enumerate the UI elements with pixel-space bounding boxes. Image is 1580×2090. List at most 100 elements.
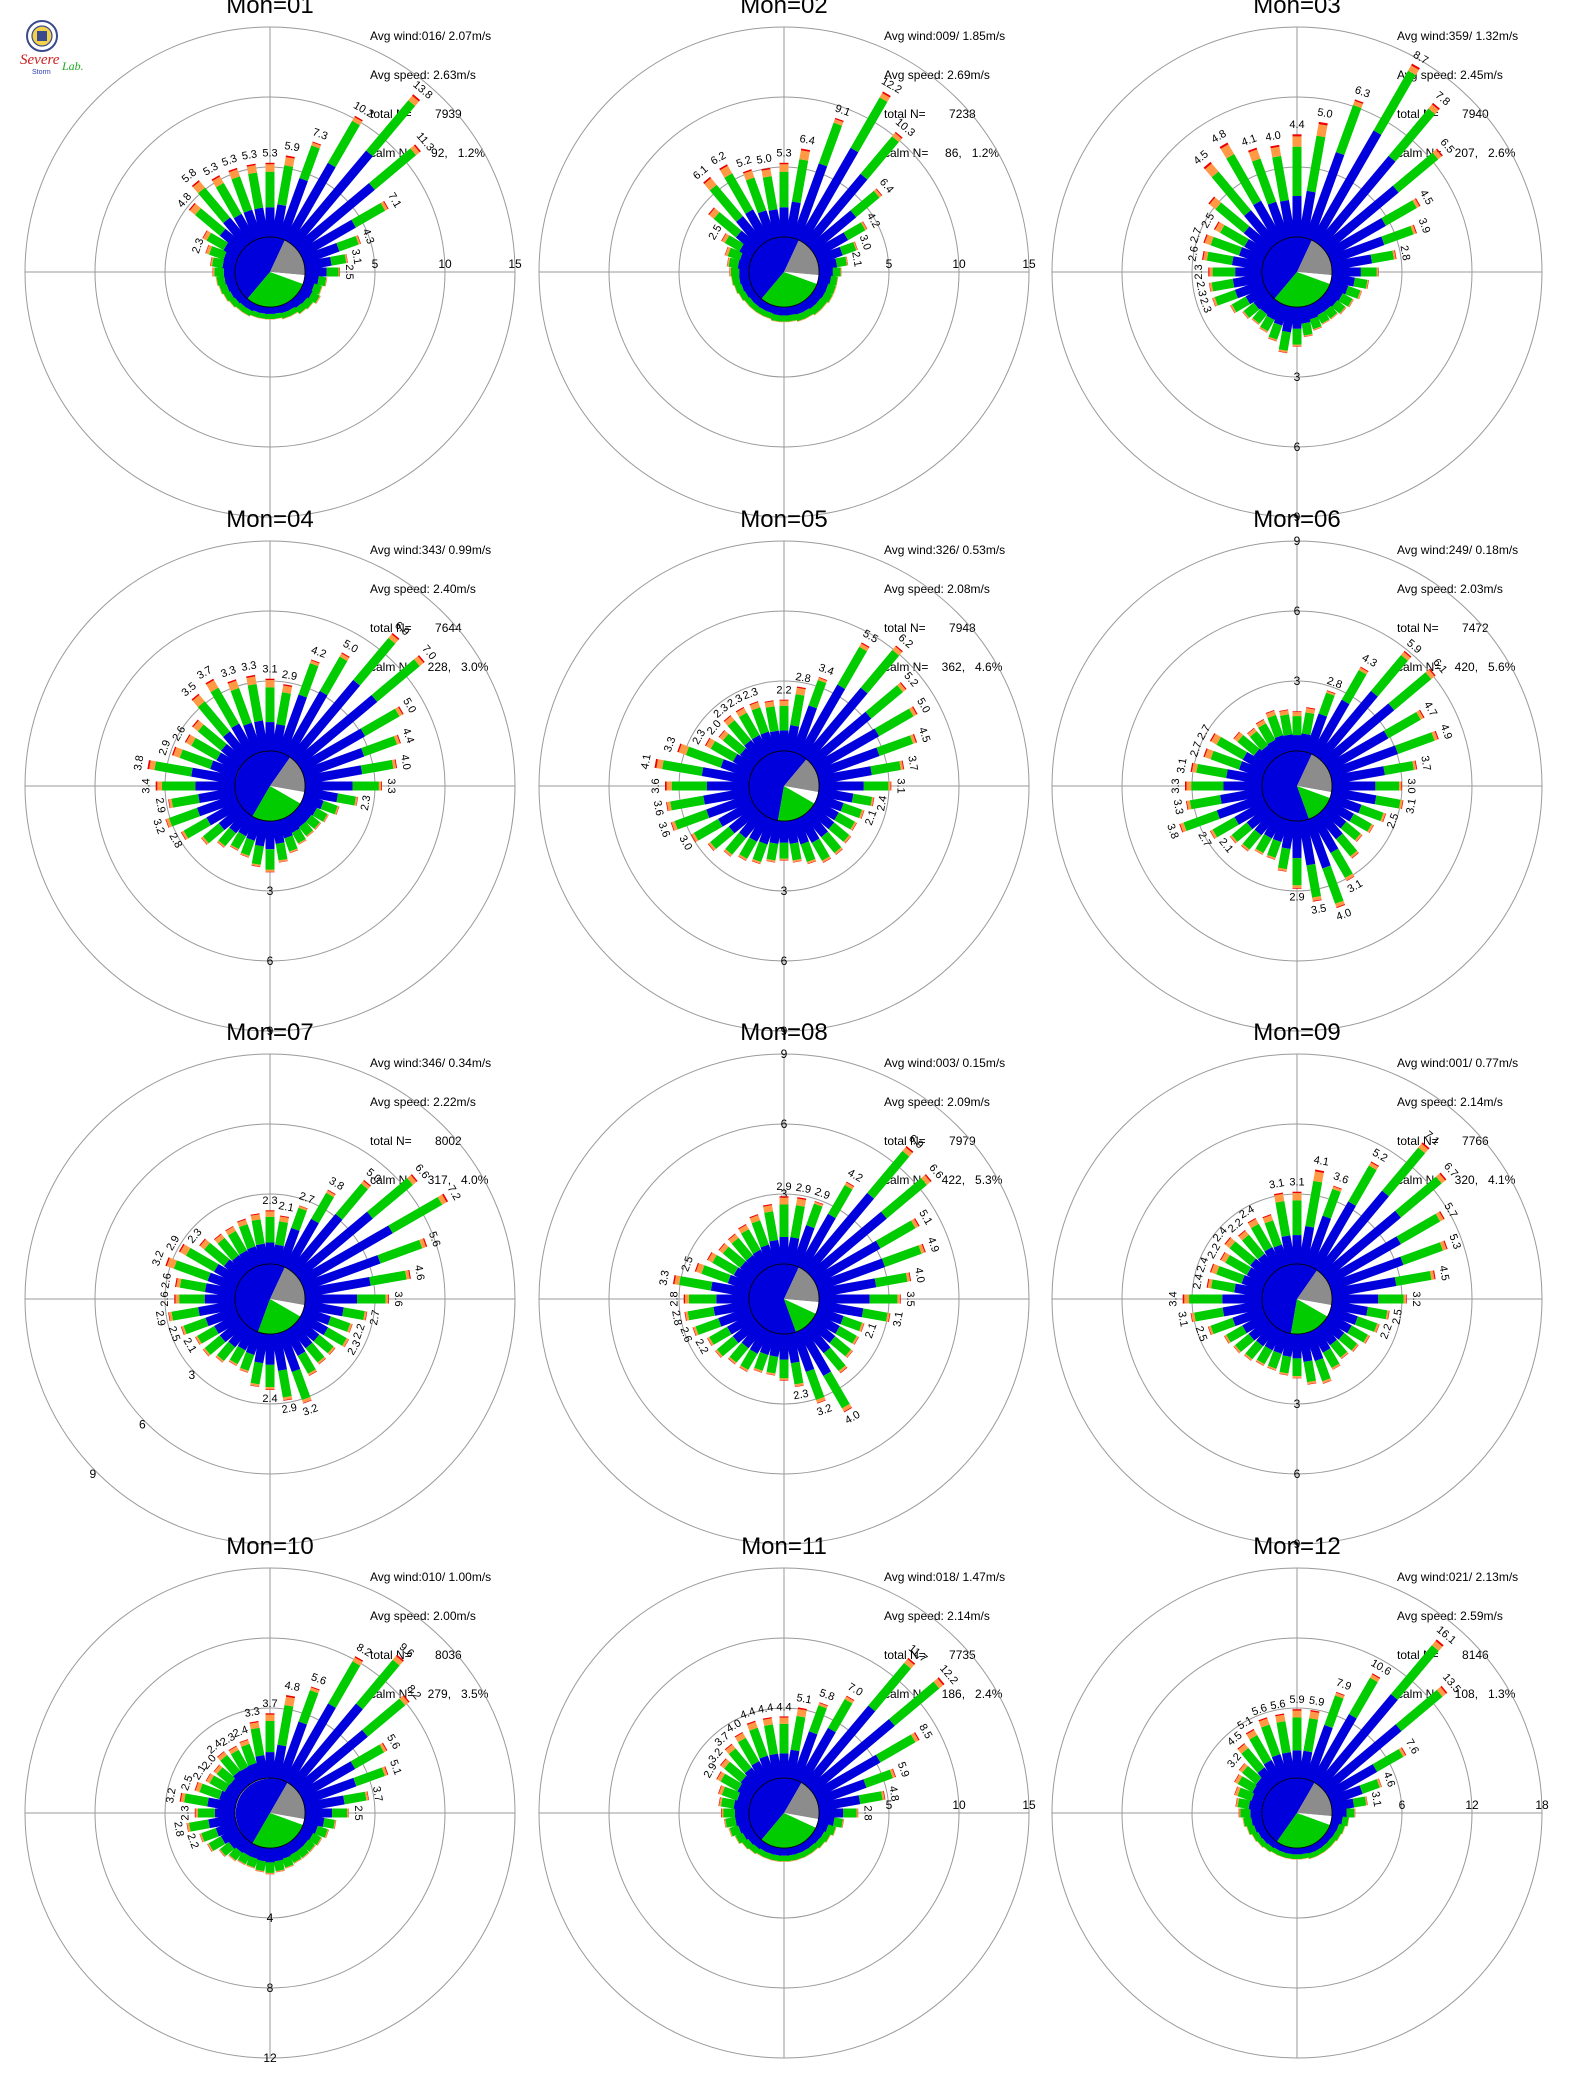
grid-ring [1051, 1053, 1543, 1545]
petal-segment [815, 747, 880, 779]
petal-segment [1234, 1774, 1243, 1784]
petal-segment [285, 1695, 296, 1699]
petal-segment [1395, 1176, 1442, 1218]
petal-segment [166, 1257, 177, 1269]
calm-sector-blue [749, 1264, 799, 1335]
petal-segment [1264, 814, 1284, 839]
calm-sector-green [1290, 1299, 1328, 1335]
petal-segment [205, 678, 215, 685]
petal-percent-label: 2.4 [1195, 1256, 1212, 1274]
petal-segment [1244, 1354, 1252, 1361]
petal-segment [1233, 1345, 1241, 1354]
petal-segment [1279, 710, 1289, 716]
petal-segment [379, 1743, 387, 1753]
wind-petal-60 [298, 1193, 449, 1286]
stats-block: Avg wind:009/ 1.85m/s Avg speed: 2.69m/s… [884, 4, 1005, 186]
petal-segment [304, 781, 353, 791]
petal-segment [703, 176, 712, 184]
petal-segment [1338, 1332, 1358, 1351]
calm-sector-blue [749, 751, 807, 821]
petal-segment [1278, 847, 1291, 870]
petal-segment [674, 1275, 681, 1286]
wind-petal-70 [815, 1768, 897, 1806]
petal-segment [209, 257, 212, 267]
petal-segment [807, 860, 817, 865]
petal-segment [293, 694, 378, 767]
wind-petal-300 [704, 737, 756, 773]
grid-ring [24, 1053, 516, 1545]
petal-segment [297, 1351, 316, 1374]
petal-segment [749, 701, 759, 706]
petal-segment [791, 817, 809, 845]
petal-percent-label: 2.5 [1193, 1325, 1210, 1343]
petal-segment [1298, 305, 1311, 324]
petal-segment [277, 694, 307, 755]
petal-segment [1331, 267, 1361, 277]
petal-segment [1280, 714, 1293, 736]
grid-ring [94, 96, 446, 448]
petal-segment [1212, 297, 1216, 307]
wind-petal-310 [1224, 1237, 1274, 1280]
petal-segment [764, 700, 774, 703]
petal-segment [1194, 1307, 1225, 1322]
petal-segment [1428, 104, 1439, 115]
petal-segment [1322, 320, 1331, 325]
petal-segment [382, 1742, 388, 1751]
wind-petal-130 [293, 1318, 336, 1355]
petal-segment [255, 1243, 269, 1266]
petal-segment [289, 1322, 313, 1349]
wind-petal-120 [812, 285, 834, 304]
petal-segment [1211, 733, 1221, 745]
petal-segment [254, 207, 269, 239]
petal-segment [1292, 1709, 1302, 1711]
petal-segment [760, 1244, 777, 1268]
petal-segment [1222, 1294, 1263, 1304]
petal-segment [838, 1365, 848, 1373]
wind-petal-250 [1207, 1306, 1266, 1336]
petal-segment [344, 1339, 350, 1348]
grid-ring [608, 1637, 960, 1989]
wind-petal-300 [178, 1243, 242, 1286]
wind-petal-210 [229, 814, 257, 851]
petal-segment [303, 1276, 371, 1298]
petal-segment [764, 1211, 779, 1242]
petal-segment [817, 787, 854, 803]
petal-segment [299, 308, 307, 315]
petal-segment [1265, 709, 1275, 714]
petal-segment [719, 1243, 729, 1254]
wind-petal-50 [293, 144, 421, 253]
wind-petal-340 [742, 169, 777, 241]
petal-percent-label: 2.9 [795, 1182, 812, 1196]
petal-segment [1203, 234, 1208, 244]
petal-segment [279, 1216, 289, 1223]
petal-segment [299, 1205, 308, 1210]
petal-percent-label: 3.1 [891, 1311, 905, 1328]
petal-segment [312, 807, 328, 822]
petal-segment [278, 1369, 292, 1398]
petal-segment [693, 818, 723, 841]
wind-petal-20 [277, 659, 320, 755]
wind-petal-340 [1265, 709, 1290, 755]
wind-petal-350 [246, 674, 269, 753]
grid-ring [94, 1123, 446, 1475]
petal-segment [239, 1369, 249, 1373]
petal-segment [769, 1753, 783, 1780]
petal-percent-label: 2.8 [669, 1309, 683, 1326]
petal-percent-label: 2.1 [863, 809, 880, 827]
petal-segment [1300, 1857, 1310, 1860]
petal-segment [1374, 1323, 1380, 1333]
petal-segment [817, 258, 838, 271]
calm-sector-white [1297, 272, 1332, 284]
petal-segment [1283, 734, 1296, 753]
petal-segment [303, 1795, 345, 1812]
petal-percent-label: 2.8 [1325, 675, 1343, 692]
petal-percent-label: 5.1 [795, 1692, 812, 1706]
petal-segment [392, 1655, 403, 1666]
wind-petal-290 [171, 746, 239, 779]
wind-petal-10 [785, 1707, 807, 1780]
petal-segment [240, 1766, 257, 1785]
wind-petal-0 [779, 162, 789, 237]
petal-percent-label: 2.1 [863, 1322, 880, 1340]
petal-segment [282, 315, 291, 320]
petal-segment [1320, 185, 1399, 253]
